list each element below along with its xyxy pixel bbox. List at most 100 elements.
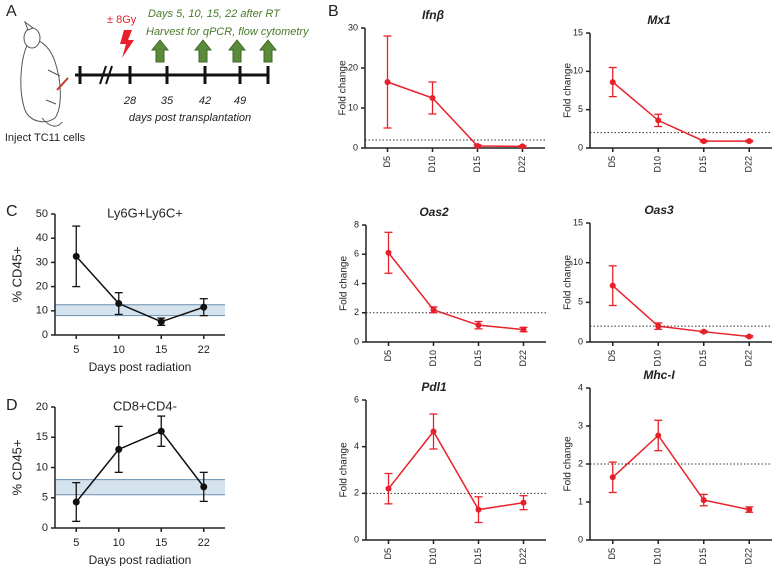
y-tick-label: 5 xyxy=(578,104,583,114)
data-point xyxy=(200,303,208,311)
chart-title: Oas2 xyxy=(419,205,449,219)
y-tick-label: 0 xyxy=(578,534,583,544)
data-point xyxy=(72,252,80,260)
x-tick-label: D5 xyxy=(607,548,617,560)
x-tick-label: 15 xyxy=(155,344,167,356)
chart-title: Ly6G+Ly6C+ xyxy=(107,205,183,220)
x-tick-label: D22 xyxy=(518,350,528,367)
panel-label: A xyxy=(6,3,17,20)
y-tick-label: 2 xyxy=(354,488,359,498)
x-tick-label: 10 xyxy=(113,344,125,356)
data-point xyxy=(475,322,482,329)
timeline-axis-label: days post transplantation xyxy=(129,112,251,124)
chart-title: CD8+CD4- xyxy=(113,398,177,413)
y-tick-label: 8 xyxy=(354,219,359,229)
data-point xyxy=(430,306,437,313)
x-tick-label: D22 xyxy=(518,548,528,565)
y-axis-label: % CD45+ xyxy=(9,440,24,496)
y-axis-label: Fold change xyxy=(563,436,574,491)
data-line xyxy=(387,430,524,511)
radiation-bolt xyxy=(120,30,134,58)
x-tick-label: 5 xyxy=(73,344,79,356)
x-tick-label: D10 xyxy=(653,156,663,173)
chart-title: Mhc-I xyxy=(643,368,675,382)
data-point xyxy=(746,506,753,513)
data-line xyxy=(612,285,750,338)
panel-label: B xyxy=(328,3,339,20)
x-tick-label: D15 xyxy=(472,156,482,173)
injection-label: Inject TC11 cells xyxy=(5,132,86,144)
data-line xyxy=(387,81,523,148)
y-tick-label: 20 xyxy=(348,62,358,72)
timeline-tick-label: 35 xyxy=(161,95,174,107)
y-tick-label: 50 xyxy=(36,208,48,220)
x-tick-label: D10 xyxy=(428,350,438,367)
x-tick-label: D5 xyxy=(383,350,393,362)
y-tick-label: 40 xyxy=(36,232,48,244)
timeline-tick-label: 42 xyxy=(199,95,211,107)
y-tick-label: 10 xyxy=(348,102,358,112)
x-tick-label: D15 xyxy=(698,156,708,173)
x-tick-label: D10 xyxy=(653,350,663,367)
data-point xyxy=(700,497,707,504)
y-tick-label: 1 xyxy=(578,496,583,506)
data-point xyxy=(700,138,707,145)
x-tick-label: D22 xyxy=(744,548,754,565)
x-tick-label: 15 xyxy=(155,537,167,549)
data-point xyxy=(429,95,436,101)
reference-band xyxy=(55,479,225,495)
data-point xyxy=(519,143,526,150)
data-line xyxy=(75,430,205,503)
chart-title: Pdl1 xyxy=(421,380,447,394)
harvest-arrows xyxy=(150,39,278,63)
data-point xyxy=(115,300,123,308)
data-point xyxy=(157,318,165,326)
data-point xyxy=(475,506,482,513)
y-tick-label: 15 xyxy=(36,431,48,443)
timeline-tick-label: 28 xyxy=(123,95,137,107)
data-point xyxy=(609,79,616,86)
x-tick-label: D10 xyxy=(428,548,438,565)
chart-title: Oas3 xyxy=(644,203,674,217)
reference-band xyxy=(55,304,225,316)
data-point xyxy=(700,328,707,335)
x-tick-label: D22 xyxy=(744,156,754,173)
dose-label: ± 8Gy xyxy=(107,14,137,26)
y-tick-label: 30 xyxy=(348,22,358,32)
y-tick-label: 5 xyxy=(42,492,48,504)
x-tick-label: D5 xyxy=(607,156,617,168)
y-tick-label: 10 xyxy=(573,66,583,76)
y-axis-label: Fold change xyxy=(339,442,350,497)
y-axis-label: Fold change xyxy=(339,256,350,311)
data-point xyxy=(72,498,80,506)
data-point xyxy=(385,249,392,256)
x-axis-label: Days post radiation xyxy=(89,360,192,374)
y-axis-label: Fold change xyxy=(563,63,574,118)
x-tick-label: 10 xyxy=(113,537,125,549)
x-tick-label: D15 xyxy=(473,548,483,565)
mouse-icon xyxy=(20,20,69,127)
x-tick-label: 22 xyxy=(198,537,210,549)
data-point xyxy=(609,474,616,481)
x-tick-label: D15 xyxy=(698,548,708,565)
y-tick-label: 0 xyxy=(353,142,358,152)
data-line xyxy=(75,255,204,323)
x-tick-label: D5 xyxy=(607,350,617,362)
y-tick-label: 10 xyxy=(36,305,48,317)
data-point xyxy=(200,483,208,491)
x-tick-label: D15 xyxy=(698,350,708,367)
harvest-days: Days 5, 10, 15, 22 after RT xyxy=(148,8,281,20)
x-tick-label: 22 xyxy=(198,344,210,356)
y-tick-label: 15 xyxy=(573,217,583,227)
y-tick-label: 4 xyxy=(578,382,583,392)
panel-label: C xyxy=(6,203,18,220)
panel-label: D xyxy=(6,397,18,414)
y-tick-label: 4 xyxy=(354,278,359,288)
data-line xyxy=(612,81,750,142)
data-point xyxy=(384,79,391,85)
data-point xyxy=(115,445,123,453)
timeline xyxy=(75,65,270,85)
x-tick-label: D10 xyxy=(427,156,437,173)
data-line xyxy=(612,434,750,511)
